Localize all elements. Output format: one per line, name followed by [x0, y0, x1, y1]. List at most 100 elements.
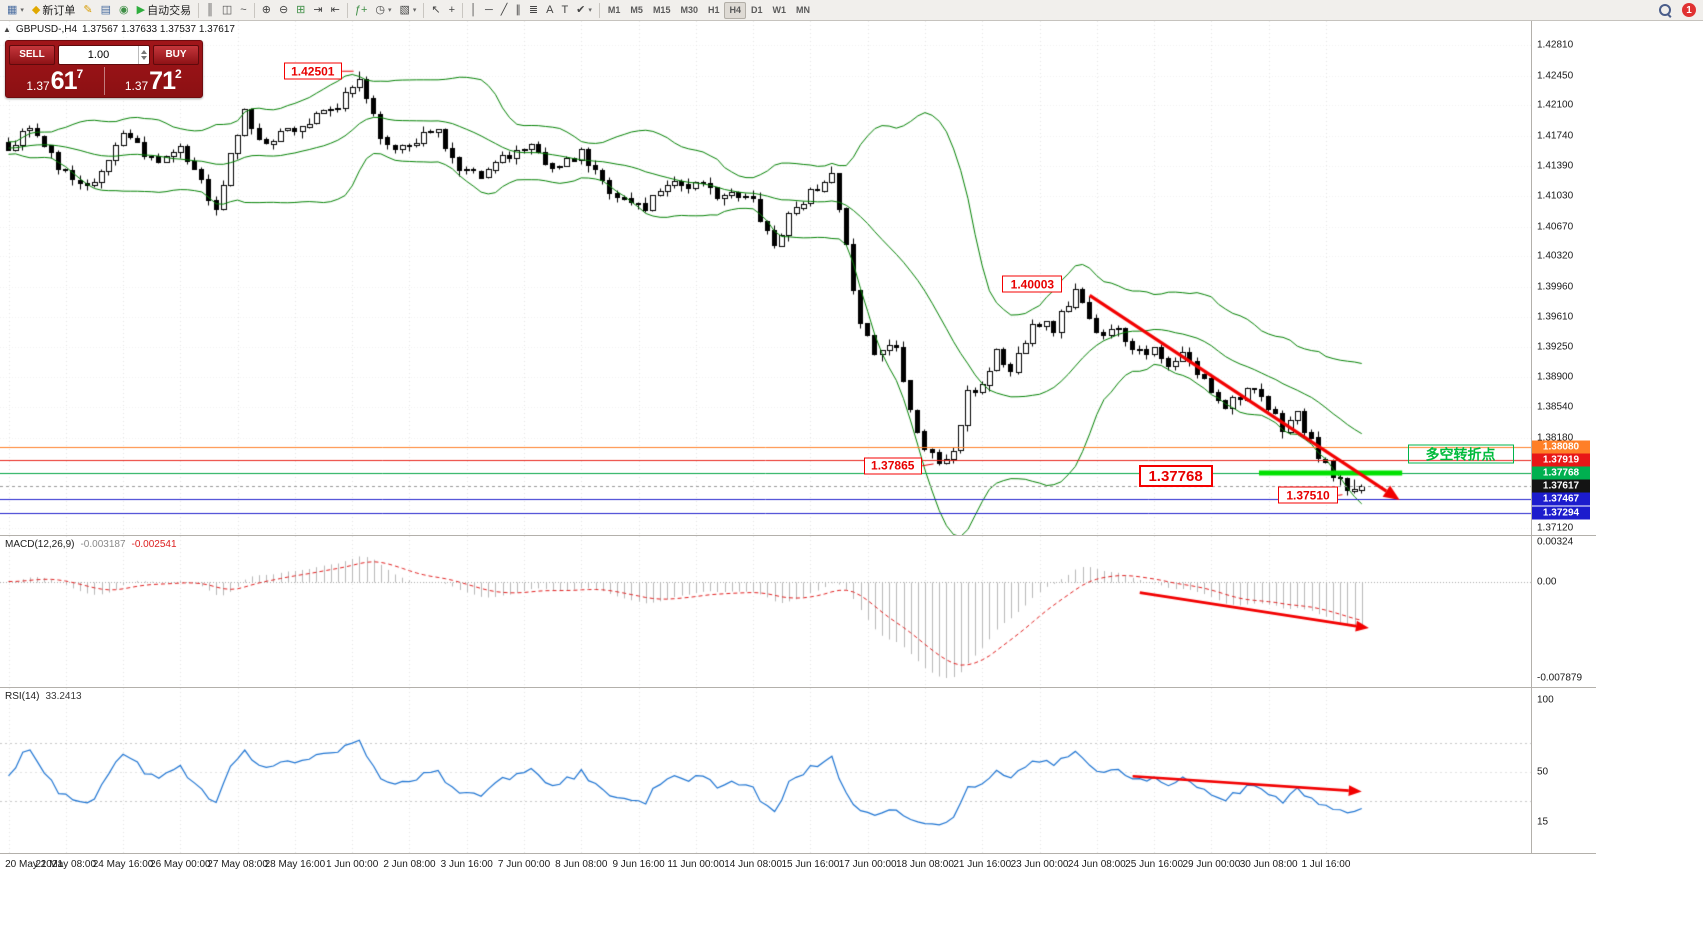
terminal-icon: ◉: [119, 3, 129, 16]
zoom-out-icon: ⊖: [278, 3, 289, 16]
buy-button[interactable]: BUY: [153, 44, 199, 65]
time-axis-label: 24 Jun 08:00: [1067, 859, 1126, 870]
price-marker-137617: 1.37617: [1532, 479, 1590, 493]
chart-shift-icon: ⇤: [330, 3, 340, 16]
trendline-icon: ╱: [500, 3, 508, 16]
tf-m30-button[interactable]: M30: [675, 2, 703, 19]
tf-m5-button[interactable]: M5: [625, 2, 648, 19]
chart-icon: ▲: [3, 25, 11, 34]
tile-windows-button[interactable]: ⊞: [292, 2, 309, 19]
time-axis-label: 20 May 2021: [5, 859, 63, 870]
macd-canvas[interactable]: [0, 536, 1531, 687]
sell-price[interactable]: 1.37 61 7: [6, 66, 104, 96]
macd-axis-label: 0.00: [1537, 576, 1557, 588]
rsi-axis-label: 100: [1537, 694, 1554, 706]
buy-price[interactable]: 1.37 71 2: [105, 66, 203, 96]
indicators-icon: ƒ+: [354, 3, 368, 16]
trendline-button[interactable]: ╱: [497, 2, 512, 19]
chevron-down-icon: ▾: [588, 7, 592, 14]
time-axis-label: 1 Jun 00:00: [326, 859, 379, 870]
tf-h1-button[interactable]: H1: [703, 2, 725, 19]
periods-button[interactable]: ◷ ▾: [371, 2, 395, 19]
terminal-button[interactable]: ◉: [115, 2, 133, 19]
rsi-canvas[interactable]: [0, 688, 1531, 853]
auto-scroll-button[interactable]: ⇥: [309, 2, 326, 19]
volume-up-icon[interactable]: [141, 49, 147, 54]
channel-button[interactable]: ∥: [511, 2, 525, 19]
time-axis-label: 24 May 16:00: [92, 859, 154, 870]
sell-button[interactable]: SELL: [9, 44, 55, 65]
chart-area: ▲ GBPUSD-,H4 1.37567 1.37633 1.37537 1.3…: [0, 21, 1703, 943]
tf-m5-button-label: M5: [630, 5, 643, 15]
tf-m1-button[interactable]: M1: [603, 2, 626, 19]
vertical-line-icon: │: [470, 3, 477, 16]
time-axis-label: 29 Jun 00:00: [1182, 859, 1241, 870]
time-axis-label: 14 Jun 08:00: [724, 859, 783, 870]
new-order-button[interactable]: ◆ 新订单: [28, 2, 79, 19]
rsi-label: RSI(14) 33.2413: [5, 691, 82, 702]
notification-badge[interactable]: 1: [1682, 3, 1696, 17]
price-divider: [103, 67, 105, 95]
volume-field[interactable]: 1.00: [58, 44, 150, 65]
macd-axis-label: 0.00324: [1537, 536, 1574, 548]
market-watch-button[interactable]: ▤: [97, 2, 115, 19]
zoom-in-button[interactable]: ⊕: [258, 2, 275, 19]
text-label-button[interactable]: T: [557, 2, 572, 19]
text-button[interactable]: A: [542, 2, 557, 19]
tf-h4-button[interactable]: H4: [724, 1, 746, 19]
vertical-line-button[interactable]: │: [466, 2, 481, 19]
search-button[interactable]: [1654, 2, 1676, 19]
horizontal-line-button[interactable]: ─: [481, 2, 497, 19]
bar-chart-button[interactable]: ║: [202, 2, 218, 19]
time-axis[interactable]: 20 May 2021 21 May 08:00 24 May 16:00 26 Ma…: [0, 857, 1596, 873]
tf-d1-button[interactable]: D1: [746, 2, 768, 19]
new-chart-icon: ▦: [7, 3, 18, 16]
buy-price-pip: 2: [174, 67, 182, 81]
time-axis-label: 21 May 08:00: [35, 859, 97, 870]
new-chart-button[interactable]: ▦ ▾: [3, 2, 28, 19]
trade-prices-row: 1.37 61 7 1.37 71 2: [6, 66, 202, 96]
macd-signal-value: -0.002541: [131, 539, 177, 550]
main-chart-canvas[interactable]: [0, 21, 1531, 535]
toolbar-separator: [346, 2, 348, 18]
indicators-button[interactable]: ƒ+: [351, 2, 372, 19]
time-axis-label: 3 Jun 16:00: [440, 859, 493, 870]
time-axis-label: 26 May 00:00: [150, 859, 211, 870]
tf-m15-button[interactable]: M15: [648, 2, 676, 19]
market-watch-icon: ▤: [100, 3, 112, 16]
autotrading-button[interactable]: ▶ 自动交易: [133, 2, 195, 19]
chevron-down-icon: ▾: [412, 7, 417, 14]
line-chart-button[interactable]: ~: [236, 2, 250, 19]
zoom-out-button[interactable]: ⊖: [275, 2, 292, 19]
price-axis-label: 1.39960: [1537, 281, 1574, 293]
time-axis-label: 1 Jul 16:00: [1301, 859, 1351, 870]
fibonacci-button[interactable]: ≣: [525, 2, 542, 19]
templates-button[interactable]: ▧ ▾: [396, 2, 421, 19]
toolbar-right: 1: [1654, 2, 1700, 19]
chevron-down-icon: ▾: [387, 7, 392, 14]
tf-mn-button-label: MN: [796, 5, 811, 15]
time-axis-label: 17 Jun 00:00: [838, 859, 897, 870]
candlestick-chart-button[interactable]: ◫: [218, 2, 236, 19]
volume-down-icon[interactable]: [141, 55, 147, 60]
time-axis-label: 18 Jun 08:00: [896, 859, 954, 870]
price-marker-137768: 1.37768: [1532, 466, 1590, 480]
panel-separator-macd[interactable]: [0, 535, 1596, 536]
chart-shift-button[interactable]: ⇤: [327, 2, 344, 19]
metaeditor-button[interactable]: ✎: [79, 2, 96, 19]
price-axis[interactable]: 1.42810 1.42450 1.42100 1.41740 1.41390 1.410…: [1532, 21, 1602, 874]
tf-mn-button[interactable]: MN: [791, 2, 815, 19]
tile-windows-icon: ⊞: [296, 3, 306, 16]
symbol-ohlc-values: 1.37567 1.37633 1.37537 1.37617: [82, 24, 235, 35]
cursor-button[interactable]: ↖: [427, 2, 444, 19]
arrows-button[interactable]: ✔ ▾: [572, 2, 596, 19]
tf-m15-button-label: M15: [652, 5, 671, 15]
price-axis-label: 1.41030: [1537, 190, 1574, 202]
price-axis-separator: [1531, 21, 1532, 853]
crosshair-button[interactable]: +: [445, 2, 459, 19]
price-axis-label: 1.41390: [1537, 160, 1574, 172]
toolbar-separator: [598, 2, 600, 18]
tf-w1-button[interactable]: W1: [768, 2, 792, 19]
panel-separator-rsi[interactable]: [0, 687, 1596, 688]
volume-stepper[interactable]: [138, 45, 149, 64]
